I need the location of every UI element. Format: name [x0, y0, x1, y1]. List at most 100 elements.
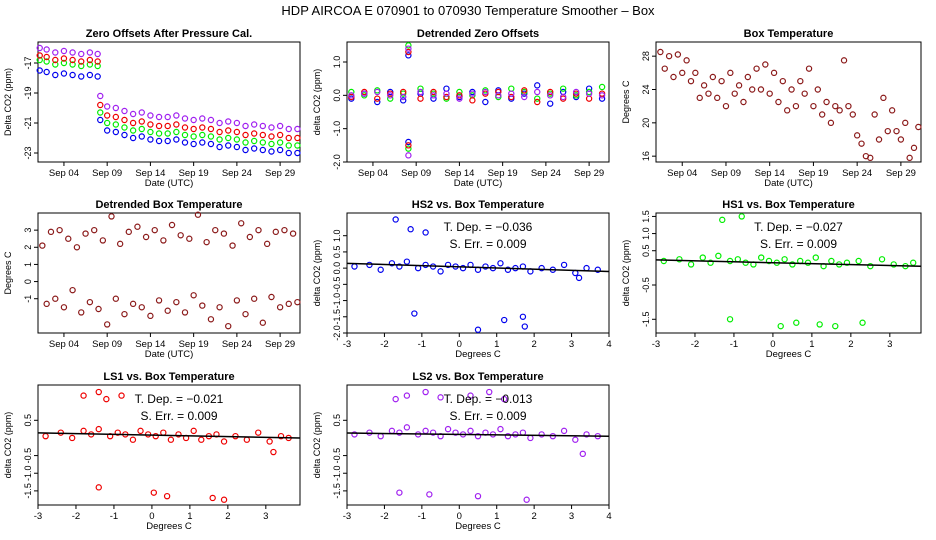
x-tick-label: Sep 24: [222, 168, 252, 179]
data-point: [422, 229, 429, 236]
data-point: [294, 149, 301, 157]
data-point: [164, 137, 171, 145]
data-point: [259, 139, 267, 146]
panel-p2: Detrended Zero Offsets Sep 04 Sep 09 Sep 14…: [312, 28, 610, 189]
data-point: [268, 293, 275, 301]
x-tick-label: Sep 09: [92, 168, 122, 179]
data-point: [405, 52, 412, 59]
data-point: [190, 292, 197, 299]
data-point: [47, 228, 55, 236]
data-point: [757, 86, 765, 93]
data-point: [198, 436, 205, 443]
data-point: [843, 259, 851, 266]
y-tick-label: -1.5: [332, 309, 342, 325]
x-tick-label: Sep 14: [135, 339, 165, 350]
y-tick-label: -1.5: [23, 483, 33, 499]
data-point: [255, 429, 262, 436]
x-tick-label: 3: [569, 511, 574, 522]
data-point: [108, 213, 115, 220]
x-tick-label: Sep 09: [711, 168, 741, 179]
y-tick-label: 0: [23, 279, 33, 284]
data-point: [429, 429, 437, 436]
data-point: [405, 145, 412, 152]
data-point: [523, 496, 530, 503]
data-point: [497, 425, 504, 433]
series-LS2: [348, 45, 606, 159]
data-point: [294, 142, 301, 149]
data-point: [735, 82, 743, 89]
data-point: [495, 88, 502, 96]
data-point: [270, 448, 277, 456]
data-point: [225, 134, 232, 142]
data-point: [775, 98, 782, 106]
data-point: [403, 424, 411, 431]
data-point: [268, 133, 275, 140]
data-point: [474, 326, 482, 333]
data-point: [216, 143, 223, 151]
data-point: [547, 92, 554, 99]
x-tick-label: Sep 29: [886, 168, 916, 179]
data-point: [377, 432, 384, 440]
data-point: [789, 261, 796, 268]
y-tick-label: 1.0: [332, 229, 342, 242]
data-point: [242, 131, 249, 139]
x-tick-label: Sep 14: [755, 168, 785, 179]
data-point: [97, 116, 104, 124]
data-point: [840, 57, 848, 64]
data-point: [138, 133, 145, 140]
x-tick-label: -3: [34, 511, 42, 522]
data-point: [285, 142, 292, 149]
data-point: [888, 107, 896, 114]
data-point: [758, 254, 765, 261]
data-point: [579, 450, 587, 458]
data-point: [403, 392, 411, 399]
plot-frame: [346, 384, 610, 506]
data-point: [594, 266, 601, 273]
data-point: [783, 107, 791, 114]
data-point: [43, 68, 50, 76]
series-LS1: [36, 52, 301, 142]
data-point: [95, 388, 102, 396]
data-point: [661, 65, 668, 72]
x-tick-label: Sep 04: [49, 339, 79, 350]
x-tick-label: Sep 04: [49, 168, 79, 179]
x-axis-label: Date (UTC): [145, 349, 194, 360]
y-axis-label: Degrees C: [3, 251, 13, 295]
data-point: [137, 427, 144, 435]
y-tick-label: 1.0: [641, 227, 651, 240]
data-point: [351, 263, 358, 270]
data-point: [94, 58, 101, 65]
data-point: [827, 119, 835, 127]
x-tick-label: Sep 19: [179, 168, 209, 179]
data-point: [547, 100, 554, 107]
data-point: [486, 388, 493, 396]
data-point: [164, 130, 171, 137]
data-point: [43, 53, 50, 61]
data-point: [95, 484, 102, 491]
data-point: [52, 49, 59, 56]
data-point: [242, 310, 249, 318]
data-point: [78, 58, 85, 65]
data-point: [276, 131, 284, 139]
data-point: [190, 125, 197, 133]
y-tick-label: -2.0: [332, 325, 342, 341]
data-point: [209, 494, 216, 502]
panel-title: Box Temperature: [744, 28, 834, 40]
data-point: [910, 144, 918, 152]
data-point: [878, 256, 886, 263]
data-point: [504, 266, 512, 273]
data-point: [818, 111, 826, 118]
x-tick-label: -3: [343, 511, 351, 522]
x-axis-label: Degrees C: [455, 349, 501, 360]
x-tick-label: 0: [149, 511, 154, 522]
data-point: [259, 131, 267, 139]
x-axis-label: Degrees C: [766, 349, 812, 360]
plot-frame: [655, 41, 922, 163]
series-HS2: [36, 67, 301, 157]
data-point: [233, 297, 241, 304]
y-tick-label: -0.5: [641, 277, 651, 293]
data-point: [849, 111, 856, 118]
data-point: [243, 436, 251, 443]
data-point: [56, 226, 63, 234]
data-point: [103, 119, 111, 127]
